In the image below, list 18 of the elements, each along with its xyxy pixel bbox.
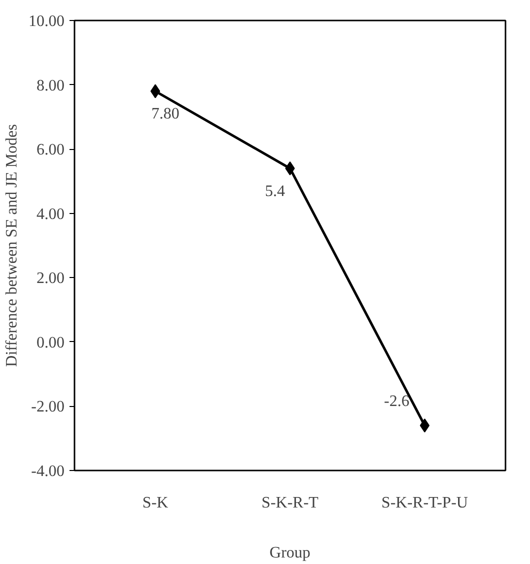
point [150,84,160,98]
y-tick-label: 10.00 [28,13,64,30]
x-axis-title: Group [270,544,310,562]
data-label: -2.6 [384,393,410,410]
y-tick-label: 2.00 [36,270,64,288]
data-label: 7.80 [151,106,180,123]
y-tick-label: -2.00 [31,398,64,416]
x-tick-label: S-K-R-T [262,494,319,512]
y-tick-label: 0.00 [36,334,64,352]
y-tick-label: 4.00 [36,206,64,223]
y-tick-label: 8.00 [36,77,64,94]
y-tick-label: 6.00 [36,142,64,159]
x-tick-label: S-K-R-T-P-U [381,494,468,512]
x-tick-label: S-K [142,494,169,512]
point [420,418,430,432]
y-tick-label: -4.00 [31,463,64,480]
data-label: 5.4 [265,182,285,200]
y-axis-title: Difference between SE and JE Modes [4,124,20,367]
